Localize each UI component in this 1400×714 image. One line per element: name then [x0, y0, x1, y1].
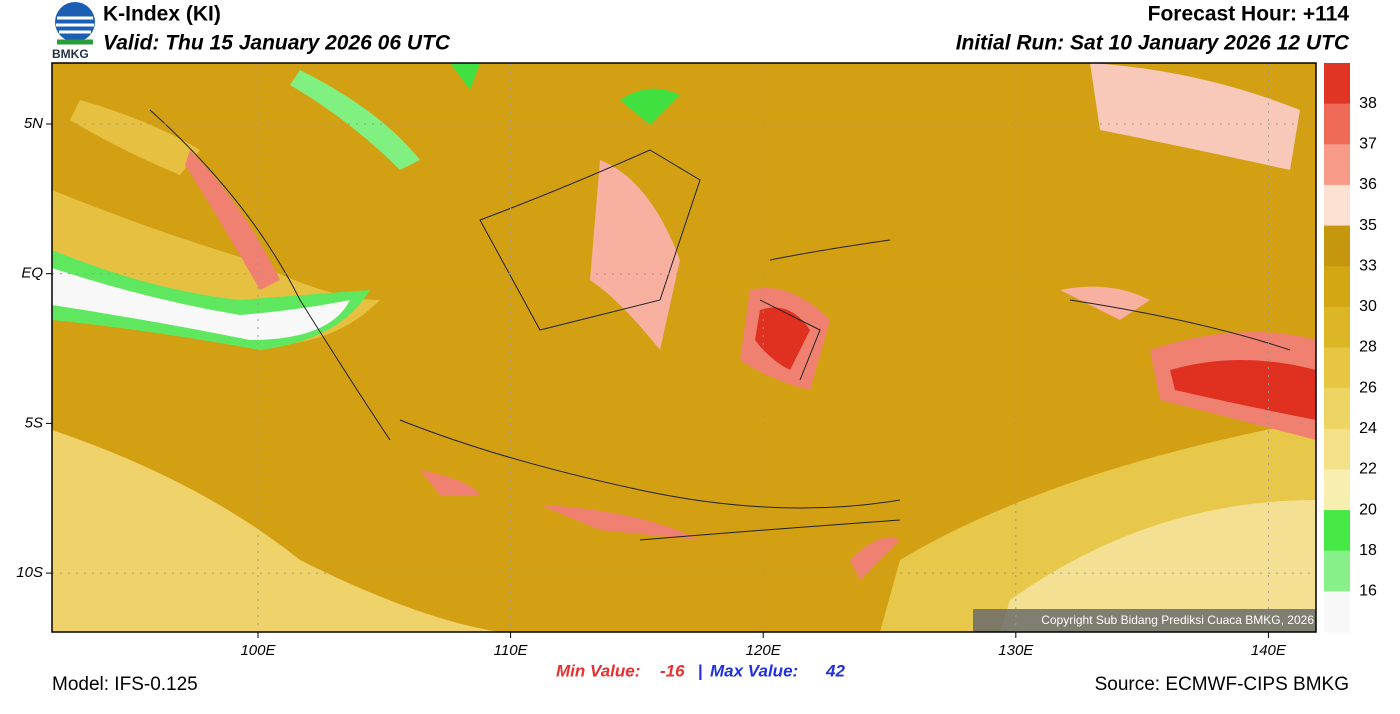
colorbar-label: 33: [1359, 257, 1377, 274]
colorbar-label: 38: [1359, 95, 1377, 112]
colorbar-band: [1324, 184, 1350, 227]
colorbar: 38 37 36 35 33 30 28 26 24 22 20 18 16: [1324, 63, 1377, 633]
colorbar-band: [1324, 591, 1350, 633]
logo-text: BMKG: [52, 47, 89, 61]
colorbar-band: [1324, 428, 1350, 470]
lon-label: 130E: [998, 642, 1034, 659]
colorbar-band: [1324, 103, 1350, 145]
lat-label: EQ: [21, 265, 43, 282]
lat-label: 10S: [16, 564, 43, 581]
map-frame: [51, 62, 1317, 633]
colorbar-label: 28: [1359, 339, 1377, 356]
map-field: [52, 63, 1316, 632]
max-label: Max Value:: [710, 661, 798, 680]
logo: [55, 2, 95, 45]
colorbar-label: 37: [1359, 136, 1377, 153]
colorbar-label: 16: [1359, 583, 1377, 600]
lat-label: 5S: [25, 414, 43, 431]
separator: |: [698, 661, 703, 680]
colorbar-band: [1324, 144, 1350, 186]
colorbar-band: [1324, 63, 1350, 105]
colorbar-label: 30: [1359, 298, 1377, 315]
colorbar-label: 18: [1359, 542, 1377, 559]
title: K-Index (KI): [103, 3, 221, 26]
forecast-hour: Forecast Hour: +114: [1148, 3, 1350, 26]
colorbar-band: [1324, 510, 1350, 552]
colorbar-band: [1324, 225, 1350, 267]
initial-run: Initial Run: Sat 10 January 2026 12 UTC: [956, 32, 1350, 55]
colorbar-label: 26: [1359, 379, 1377, 396]
graticule: 5N EQ 5S 10S 100E 110E 120E 130E 140E: [16, 63, 1316, 659]
lon-label: 110E: [494, 642, 529, 659]
colorbar-band: [1324, 550, 1350, 592]
copyright: Copyright Sub Bidang Prediksi Cuaca BMKG…: [1041, 613, 1314, 627]
source: Source: ECMWF-CIPS BMKG: [1095, 674, 1349, 695]
colorbar-band: [1324, 469, 1350, 511]
lon-label: 120E: [746, 642, 782, 659]
colorbar-label: 35: [1359, 217, 1377, 234]
lon-label: 100E: [240, 642, 276, 659]
colorbar-label: 20: [1359, 501, 1377, 518]
colorbar-band: [1324, 347, 1350, 389]
colorbar-band: [1324, 306, 1350, 348]
min-label: Min Value:: [556, 661, 640, 680]
colorbar-band: [1324, 388, 1350, 430]
valid-time: Valid: Thu 15 January 2026 06 UTC: [103, 32, 451, 55]
colorbar-band: [1324, 266, 1350, 308]
max-value: 42: [825, 661, 845, 680]
min-value: -16: [660, 661, 685, 680]
colorbar-label: 24: [1359, 420, 1377, 437]
model: Model: IFS-0.125: [52, 674, 198, 695]
colorbar-label: 22: [1359, 461, 1377, 478]
colorbar-label: 36: [1359, 176, 1377, 193]
lat-label: 5N: [24, 115, 43, 132]
lon-label: 140E: [1251, 642, 1287, 659]
